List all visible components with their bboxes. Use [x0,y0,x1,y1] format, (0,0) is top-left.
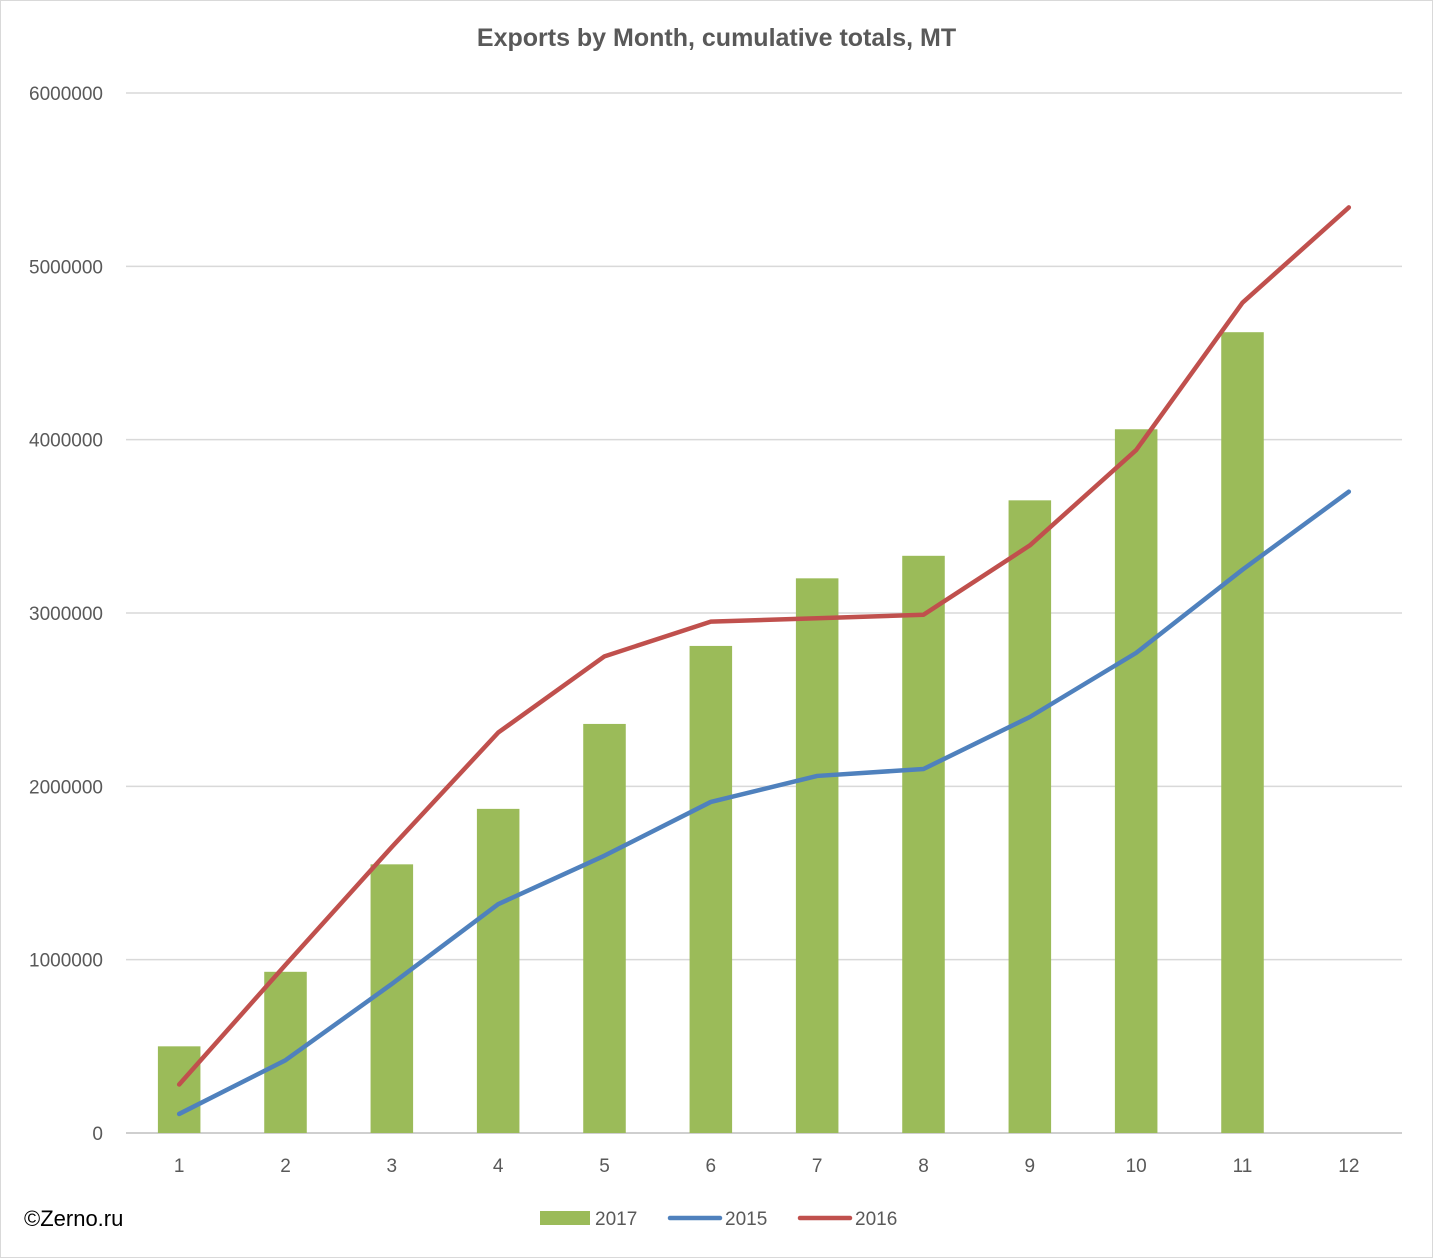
bar-2017-3 [370,864,414,1133]
bar-2017-6 [689,645,733,1133]
x-tick-label: 1 [174,1156,185,1177]
bar-2017-11 [1221,332,1264,1133]
bar-2017-2 [264,971,307,1133]
x-axis-ticks: 1 2 3 4 5 6 7 8 9 10 11 12 [174,1156,1360,1177]
x-tick-label: 9 [1025,1156,1036,1177]
y-tick-label: 1000000 [29,951,103,972]
bar-2017-8 [902,555,945,1133]
x-tick-label: 10 [1126,1156,1147,1177]
credit-text: ©Zerno.ru [24,1206,124,1231]
y-tick-label: 0 [92,1124,103,1145]
legend-label-2016: 2016 [855,1209,897,1230]
y-tick-label: 4000000 [29,431,103,452]
x-tick-label: 7 [812,1156,823,1177]
x-tick-label: 6 [706,1156,717,1177]
bar-2017-9 [1008,500,1052,1133]
x-tick-label: 2 [280,1156,291,1177]
line-series-2015 [176,489,1352,1117]
x-tick-label: 8 [918,1156,929,1177]
y-tick-label: 6000000 [29,84,103,105]
line-series-2016 [176,205,1352,1087]
line-series [176,205,1352,1117]
legend-label-2015: 2015 [725,1209,767,1230]
bar-2017-10 [1114,429,1158,1133]
chart-title: Exports by Month, cumulative totals, MT [476,24,957,52]
legend-label-2017: 2017 [595,1209,637,1230]
gridlines [126,92,1402,1134]
x-tick-label: 3 [387,1156,398,1177]
legend: 2017 2015 2016 [540,1209,897,1230]
legend-swatch-2017 [540,1211,590,1225]
x-tick-label: 4 [493,1156,504,1177]
bar-2017-7 [795,578,839,1133]
y-tick-label: 2000000 [29,777,103,798]
x-tick-label: 11 [1233,1156,1253,1177]
bar-2017-1 [157,1046,201,1133]
bar-2017-5 [583,723,626,1133]
y-axis-ticks: 0 1000000 2000000 3000000 4000000 5000000 6000… [29,84,103,1145]
x-tick-label: 12 [1338,1156,1359,1177]
x-tick-label: 5 [599,1156,610,1177]
y-tick-label: 5000000 [29,257,103,278]
bar-series [157,332,1264,1133]
bar-2017-4 [476,808,520,1133]
y-tick-label: 3000000 [29,604,103,625]
